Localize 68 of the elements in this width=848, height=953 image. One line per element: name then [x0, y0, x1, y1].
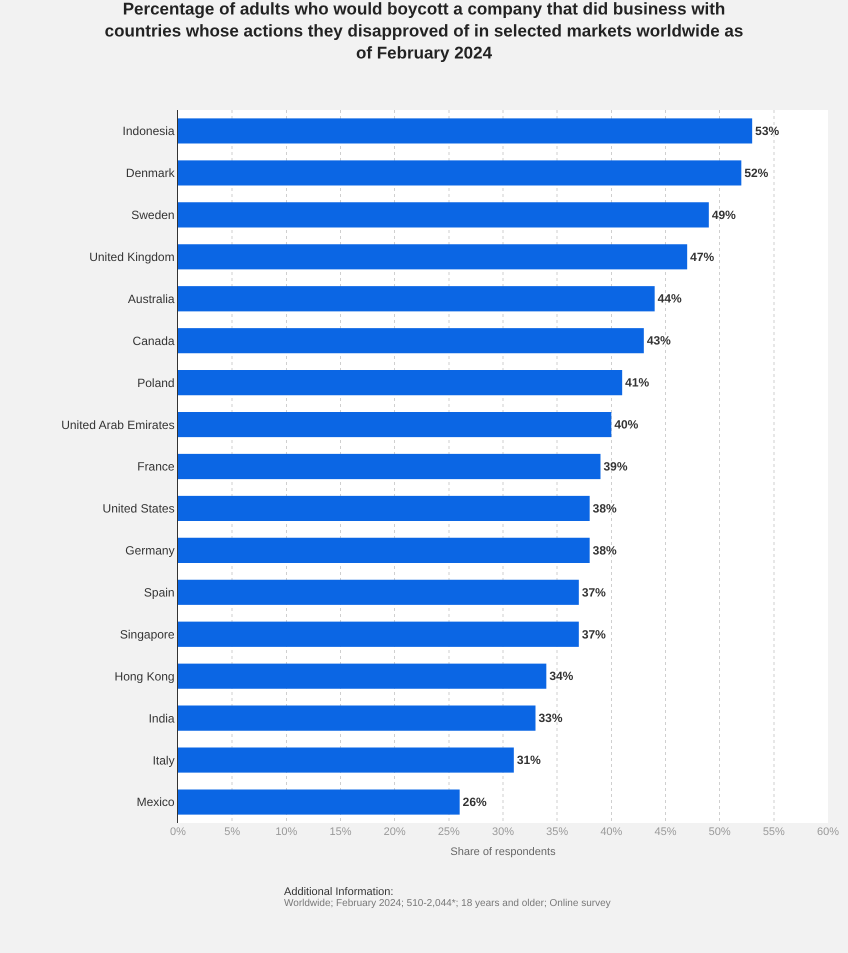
- data-label: 38%: [592, 501, 618, 516]
- y-tick-label: France: [137, 460, 175, 474]
- y-tick-label: Singapore: [120, 627, 175, 642]
- y-tick-label: Denmark: [126, 166, 176, 180]
- bar: [178, 748, 514, 773]
- data-label: 34%: [549, 669, 574, 684]
- y-tick-label: Canada: [132, 334, 175, 348]
- y-tick-label: Germany: [125, 544, 175, 558]
- y-tick-label: United Kingdom: [89, 250, 175, 264]
- y-tick-label: Sweden: [131, 208, 175, 222]
- x-tick-label: 25%: [438, 826, 460, 838]
- data-label: 47%: [690, 250, 715, 264]
- data-label: 52%: [744, 166, 769, 180]
- bar: [178, 789, 460, 815]
- bar: [178, 664, 546, 689]
- x-tick-label: 20%: [384, 826, 406, 838]
- y-tick-label: United States: [102, 502, 175, 516]
- y-tick-label: United Arab Emirates: [61, 418, 175, 432]
- y-tick-label: Hong Kong: [114, 669, 175, 684]
- text: Worldwide; February 2024; 510-2,044*; 18 years and older; Online survey: [284, 898, 611, 909]
- x-tick-label: 15%: [329, 826, 352, 838]
- data-label: 33%: [538, 711, 563, 726]
- data-label: 49%: [712, 208, 736, 222]
- bar: [178, 412, 612, 438]
- bar: [178, 286, 655, 312]
- x-tick-label: 35%: [546, 826, 568, 838]
- y-tick-label: India: [148, 711, 175, 726]
- y-tick-label: Australia: [128, 292, 175, 306]
- x-tick-label: 55%: [762, 826, 786, 838]
- data-label: 26%: [462, 795, 488, 810]
- x-tick-label: 50%: [708, 826, 731, 838]
- bar: [178, 622, 579, 647]
- y-tick-label: Italy: [152, 753, 175, 768]
- bar: [178, 160, 742, 186]
- data-label: 40%: [614, 418, 639, 432]
- data-label: 31%: [516, 753, 542, 768]
- bar: [178, 118, 752, 144]
- chart-title: Percentage of adults who would boycott a company that did business with countries whose actions they disapproved of in selected markets worldwide as of February 2024: [104, 0, 744, 62]
- bar: [178, 538, 590, 563]
- bar: [178, 454, 600, 480]
- text: Additional Information:: [284, 886, 394, 898]
- bar: [178, 370, 622, 396]
- data-label: 43%: [646, 334, 672, 348]
- bar: [178, 328, 644, 354]
- data-label: 39%: [604, 460, 628, 474]
- x-tick-label: 40%: [600, 826, 623, 838]
- data-label: 37%: [582, 627, 606, 642]
- y-tick-label: Mexico: [136, 795, 175, 810]
- x-tick-label: 60%: [816, 826, 840, 838]
- bar: [178, 580, 579, 605]
- data-label: 44%: [658, 292, 682, 306]
- x-tick-label: 45%: [654, 826, 677, 838]
- x-axis-title: Share of respondents: [450, 846, 556, 858]
- bar: [178, 202, 709, 228]
- bar: [178, 244, 688, 270]
- y-tick-label: Indonesia: [122, 124, 175, 138]
- bar: [178, 496, 590, 522]
- x-tick-label: 10%: [275, 826, 298, 838]
- x-tick-label: 30%: [492, 826, 514, 838]
- y-tick-label: Poland: [137, 376, 175, 390]
- data-label: 53%: [755, 124, 780, 138]
- data-label: 37%: [582, 585, 606, 600]
- data-label: 41%: [625, 376, 650, 390]
- x-tick-label: 0%: [170, 826, 186, 838]
- x-tick-label: 5%: [224, 826, 240, 838]
- data-label: 38%: [592, 543, 618, 558]
- bar: [178, 706, 536, 731]
- y-tick-label: Spain: [144, 586, 175, 600]
